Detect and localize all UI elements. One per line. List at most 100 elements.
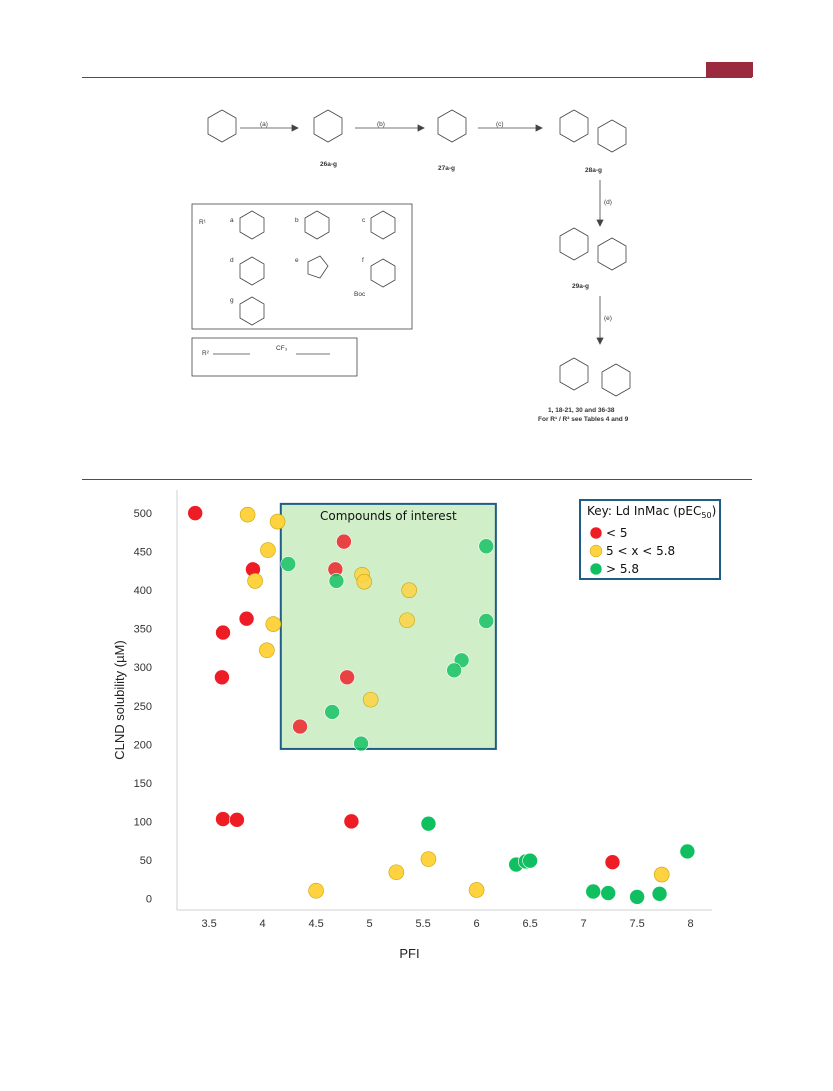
legend-marker-red (589, 526, 603, 540)
data-point (215, 624, 231, 641)
ring-final (559, 357, 589, 391)
r1-letter-g: g (230, 297, 234, 304)
data-point (214, 669, 230, 686)
data-point (420, 815, 437, 832)
cyclohexyl-28 (597, 119, 627, 153)
data-point (362, 691, 379, 708)
y-tick-label: 50 (140, 855, 152, 867)
data-point (238, 610, 255, 627)
arrow-label-b: (b) (377, 121, 385, 128)
y-tick-label: 350 (134, 624, 152, 636)
data-point (356, 573, 373, 590)
y-tick-label: 450 (134, 547, 152, 559)
highlight-box-label: Compounds of interest (320, 509, 457, 523)
data-point (239, 506, 256, 523)
arrow-label-c: (c) (496, 121, 504, 128)
x-tick-label: 3.5 (201, 918, 216, 930)
r1e-ring (307, 255, 329, 279)
r1-letter-c: c (362, 217, 366, 224)
data-points (187, 505, 696, 905)
y-tick-label: 0 (146, 893, 152, 905)
y-tick-label: 400 (134, 585, 152, 597)
r1-letter-b: b (295, 217, 299, 224)
data-point (651, 886, 668, 902)
arrow-label-d: (d) (604, 199, 612, 206)
highlight-box (279, 502, 497, 750)
x-tick-label: 5.5 (415, 918, 430, 930)
data-point (260, 542, 276, 558)
final-compound: 1, 18-21, 30 and 36-38 (548, 407, 615, 414)
data-point (339, 669, 355, 686)
data-point (308, 882, 324, 899)
data-point (336, 533, 352, 550)
compound-26: 26a-g (320, 161, 337, 168)
ring-29 (559, 227, 589, 261)
r1f-ring (370, 258, 396, 288)
legend-label-green: > 5.8 (606, 562, 639, 576)
legend-label-yellow: 5 < x < 5.8 (606, 544, 675, 558)
data-point (269, 513, 286, 530)
data-point (259, 642, 275, 659)
data-point (187, 505, 203, 521)
cyclohexyl-29 (597, 237, 627, 271)
compound-29: 29a-g (572, 283, 589, 290)
r1c-ring (370, 210, 396, 240)
r1-letter-d: d (230, 257, 234, 264)
data-point (679, 843, 696, 860)
x-tick-label: 7 (581, 918, 587, 930)
legend-title: Key: Ld InMac (pEC50) (587, 504, 716, 520)
ring-start (207, 109, 237, 143)
y-tick-label: 100 (134, 816, 152, 828)
y-tick-label: 250 (134, 701, 152, 713)
legend: Key: Ld InMac (pEC50) < 5 5 < x < 5.8 > … (579, 499, 721, 580)
header-rule (82, 77, 752, 78)
solubility-scatter-chart: Compounds of interest 3.5 4 4.5 5 5.5 6 6.5 7 7.… (112, 490, 721, 961)
data-point (585, 883, 602, 900)
data-point (247, 573, 263, 589)
x-tick-label: 4 (260, 918, 266, 930)
legend-marker-green (589, 562, 603, 576)
data-point (353, 735, 369, 752)
cyclohexyl-final (601, 363, 631, 397)
r2-label: R² (202, 350, 210, 357)
section-rule (82, 479, 752, 480)
synthesis-scheme: (a) (b) (c) (d) (e) 26a-g 27a-g 28a-g 29… (191, 109, 631, 423)
x-tick-label: 4.5 (308, 918, 323, 930)
legend-box (579, 499, 721, 580)
compound-27: 27a-g (438, 165, 455, 172)
data-point (522, 852, 538, 869)
x-tick-label: 6 (474, 918, 480, 930)
r1-letter-f: f (362, 257, 364, 264)
data-point (420, 851, 437, 867)
data-point (600, 885, 617, 901)
compound-28: 28a-g (585, 167, 602, 174)
r1-table-box (191, 203, 413, 330)
data-point (328, 573, 345, 589)
data-point (292, 718, 308, 735)
final-note: For R¹ / R² see Tables 4 and 9 (538, 416, 629, 423)
r1g-ring (239, 296, 265, 326)
x-axis-title: PFI (399, 946, 419, 961)
r1d-ring (239, 256, 265, 286)
legend-label-red: < 5 (606, 526, 628, 540)
r1a-ring (239, 210, 265, 240)
data-point (215, 811, 231, 827)
data-point (478, 613, 495, 629)
cf3-label: CF₃ (276, 345, 288, 352)
r1b-ring (304, 210, 330, 240)
y-axis-title: CLND solubility (µM) (112, 640, 127, 759)
data-point (478, 538, 495, 555)
data-point (229, 812, 245, 828)
data-point (401, 582, 417, 598)
y-tick-label: 150 (134, 778, 152, 790)
plot-axes: 3.5 4 4.5 5 5.5 6 6.5 7 7.5 8 0 50 100 150 200 250 300 35… (112, 490, 712, 961)
data-point (653, 866, 670, 883)
r1-letter-a: a (230, 217, 234, 224)
data-point (399, 612, 415, 629)
data-point (468, 882, 485, 898)
r1-letter-e: e (295, 257, 299, 264)
ring-27 (437, 109, 467, 143)
arrow-label-e: (e) (604, 315, 612, 322)
data-point (265, 616, 282, 632)
ring-26 (313, 109, 343, 143)
